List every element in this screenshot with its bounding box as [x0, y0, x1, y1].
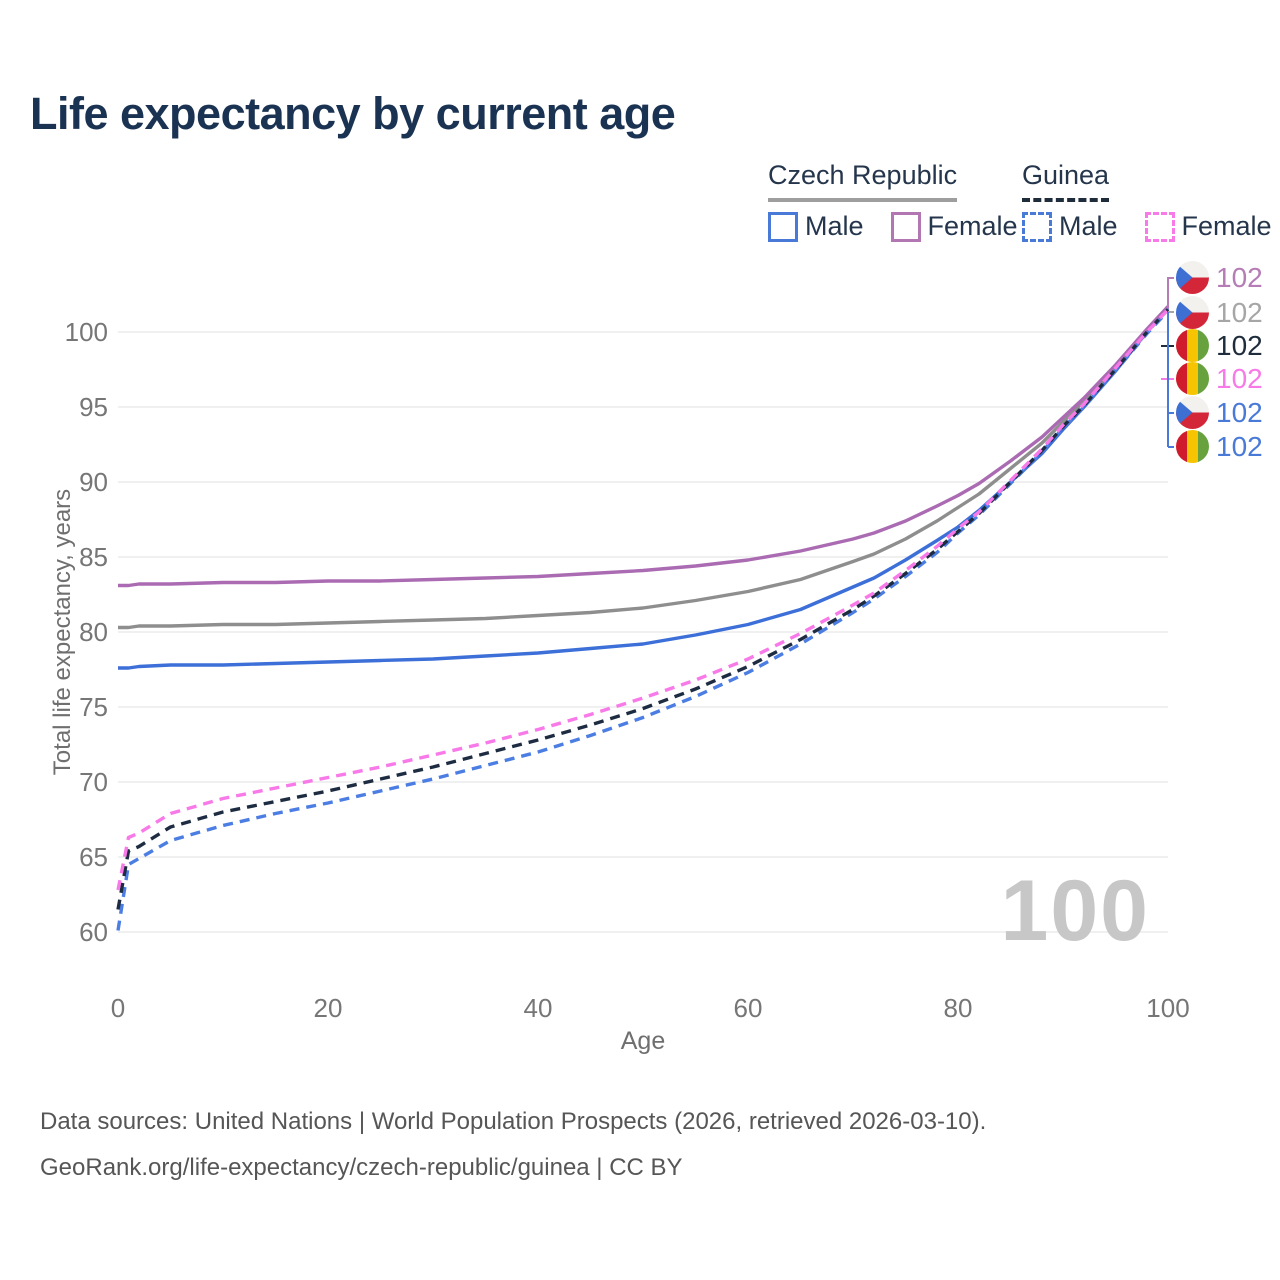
legend-group-guinea: Guinea Male Female — [1022, 160, 1280, 242]
series-line-guinea-female — [116, 308, 1170, 891]
y-tick-label-65: 65 — [79, 842, 108, 872]
current-age-counter: 100 — [1000, 863, 1150, 959]
series-line-czech-republic-male — [118, 306, 1170, 670]
end-label-czech-republic-both-sexes: 102 — [1176, 296, 1263, 329]
czech-republic-flag-icon — [1176, 261, 1209, 294]
end-label-value: 102 — [1216, 297, 1263, 328]
x-tick-label-20: 20 — [313, 993, 343, 1023]
end-label-value: 102 — [1216, 330, 1263, 361]
end-label-guinea-male: 102 — [1176, 430, 1263, 463]
y-tick-label-75: 75 — [79, 692, 108, 722]
x-tick-label-40: 40 — [523, 993, 553, 1023]
legend-title-czech-republic[interactable]: Czech Republic — [768, 160, 958, 202]
end-label-value: 102 — [1216, 431, 1263, 462]
series-line-czech-republic-female — [118, 305, 1170, 588]
data-sources-text: Data sources: United Nations | World Pop… — [40, 1108, 987, 1135]
series-line-czech-republic-both-sexes — [118, 305, 1170, 630]
x-tick-label-60: 60 — [733, 993, 763, 1023]
legend-title-guinea[interactable]: Guinea — [1022, 160, 1110, 202]
legend-swatch-czech-female[interactable] — [890, 211, 921, 242]
legend-swatch-guinea-male[interactable] — [1022, 211, 1052, 242]
y-tick-label-85: 85 — [79, 542, 108, 572]
x-axis-title: Age — [620, 1027, 666, 1055]
end-label-guinea-female: 102 — [1176, 362, 1263, 395]
x-tick-label-100: 100 — [1146, 993, 1190, 1023]
leader-czech-female — [1167, 277, 1174, 308]
y-tick-label-80: 80 — [79, 617, 108, 647]
legend-label-guinea-female[interactable]: Female — [1181, 211, 1272, 241]
end-label-guinea-both-sexes: 102 — [1176, 329, 1263, 362]
legend-group-czech-republic: Czech Republic Male Female — [768, 160, 1038, 242]
footer: Data sources: United Nations | World Pop… — [40, 1106, 1240, 1199]
chart-title: Life expectancy by current age — [30, 88, 676, 139]
legend-label-czech-male[interactable]: Male — [805, 211, 864, 241]
x-tick-label-80: 80 — [943, 993, 973, 1023]
y-tick-label-70: 70 — [79, 767, 108, 797]
y-tick-label-95: 95 — [79, 392, 108, 422]
guinea-flag-icon — [1176, 362, 1209, 395]
series-line-guinea-male — [116, 309, 1170, 931]
guinea-flag-icon — [1176, 430, 1209, 463]
czech-republic-flag-icon — [1176, 396, 1209, 429]
legend-swatch-guinea-female[interactable] — [1144, 211, 1175, 242]
x-tick-label-0: 0 — [110, 993, 126, 1023]
y-tick-label-60: 60 — [79, 917, 108, 947]
end-label-czech-republic-male: 102 — [1176, 396, 1263, 429]
legend-label-czech-female[interactable]: Female — [927, 211, 1018, 241]
leader-czech-guinea-male — [1167, 312, 1174, 448]
y-tick-label-100: 100 — [64, 317, 108, 347]
y-tick-label-90: 90 — [79, 467, 108, 497]
legend-label-guinea-male[interactable]: Male — [1059, 211, 1118, 241]
end-label-value: 102 — [1216, 363, 1263, 394]
legend-swatch-czech-male[interactable] — [768, 211, 798, 242]
end-label-czech-republic-female: 102 — [1176, 261, 1263, 294]
czech-republic-flag-icon — [1176, 296, 1209, 329]
end-label-value: 102 — [1216, 397, 1263, 428]
source-url-text[interactable]: GeoRank.org/life-expectancy/czech-republ… — [40, 1154, 683, 1182]
end-label-value: 102 — [1216, 262, 1263, 293]
guinea-flag-icon — [1176, 329, 1209, 362]
